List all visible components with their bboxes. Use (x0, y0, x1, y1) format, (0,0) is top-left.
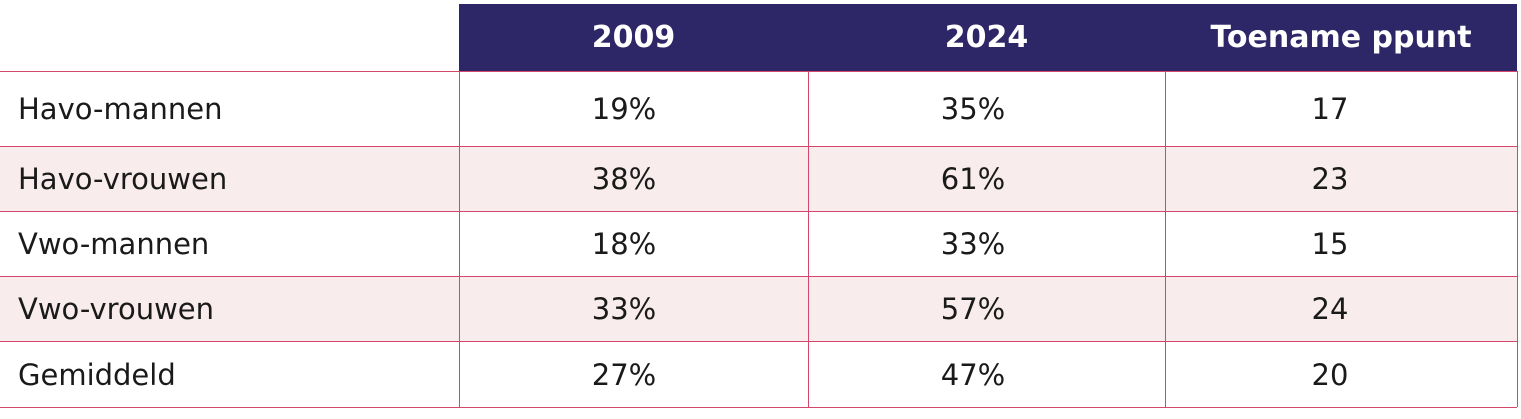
cell-2024: 35% (940, 92, 1006, 126)
cell-2009: 33% (591, 292, 657, 326)
cell-increase: 24 (1311, 292, 1349, 326)
cell-2024: 61% (940, 162, 1006, 196)
cell-2009: 38% (591, 162, 657, 196)
row-divider (0, 276, 1517, 277)
row-divider (0, 146, 1517, 147)
row-shade (0, 146, 1517, 211)
row-label-havo-vrouwen: Havo-vrouwen (18, 162, 228, 196)
cell-2024: 33% (940, 227, 1006, 261)
row-divider (0, 211, 1517, 212)
column-header-2024: 2024 (944, 20, 1029, 55)
column-divider (1517, 71, 1518, 407)
row-divider (0, 407, 1517, 408)
cell-increase: 23 (1311, 162, 1349, 196)
row-divider (0, 71, 1517, 72)
row-label-vwo-vrouwen: Vwo-vrouwen (18, 292, 215, 326)
row-divider (0, 341, 1517, 342)
row-label-havo-mannen: Havo-mannen (18, 92, 223, 126)
column-header-2009: 2009 (591, 20, 676, 55)
cell-increase: 17 (1311, 92, 1349, 126)
cell-increase: 15 (1311, 227, 1349, 261)
cell-2009: 18% (591, 227, 657, 261)
column-divider (459, 71, 460, 407)
column-divider (1165, 71, 1166, 407)
column-header-toename: Toename ppunt (1210, 20, 1472, 55)
cell-2009: 27% (591, 357, 657, 392)
cell-2024: 57% (940, 292, 1006, 326)
column-divider (808, 71, 809, 407)
row-label-vwo-mannen: Vwo-mannen (18, 227, 210, 261)
table-header-background (459, 4, 1517, 71)
cell-increase: 20 (1311, 357, 1349, 392)
row-label-gemiddeld: Gemiddeld (18, 357, 176, 392)
cell-2024: 47% (940, 357, 1006, 392)
row-shade (0, 276, 1517, 341)
cell-2009: 19% (591, 92, 657, 126)
